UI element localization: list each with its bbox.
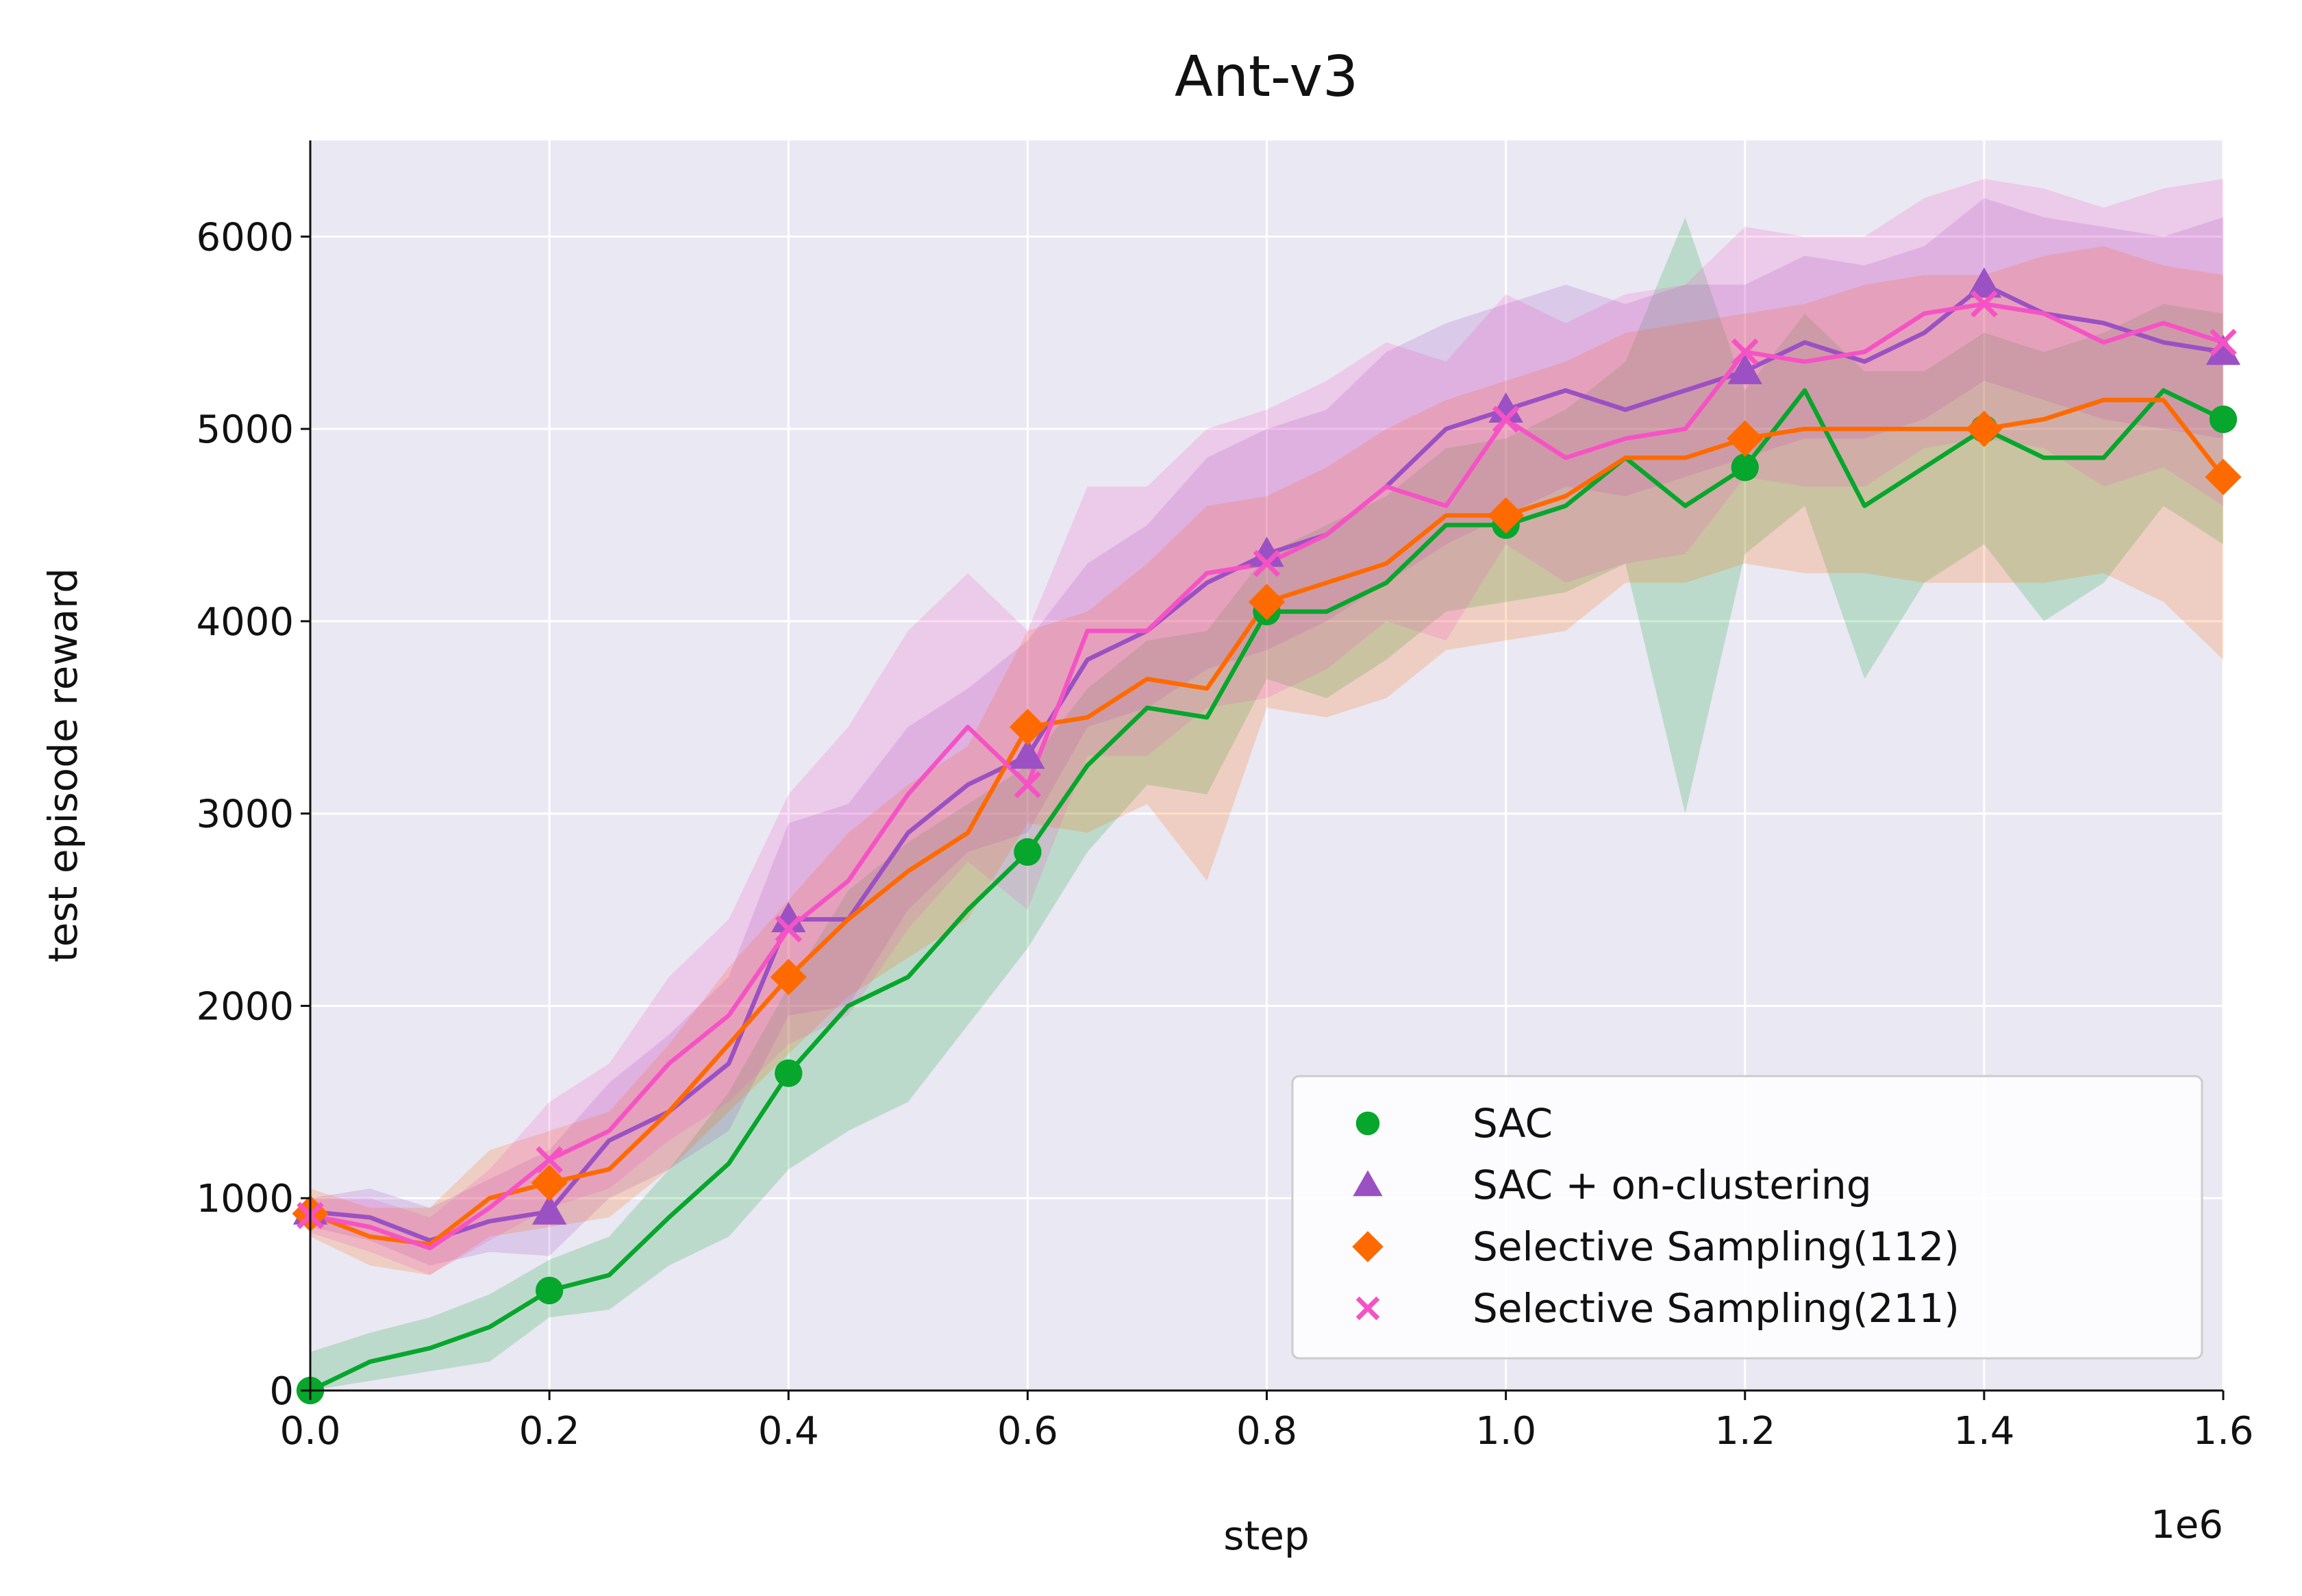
data-point-2 xyxy=(1966,410,2003,447)
x-tick-label: 0.8 xyxy=(1236,1409,1297,1454)
x-tick-label: 1.4 xyxy=(1953,1409,2014,1454)
chart-title: Ant-v3 xyxy=(1175,45,1358,110)
data-point-2 xyxy=(1488,497,1525,534)
data-point-1 xyxy=(1488,392,1523,423)
legend-marker-2 xyxy=(1352,1231,1384,1262)
data-point-0 xyxy=(1731,453,1759,482)
legend: SAC SAC + on-clustering Selective Sampling… xyxy=(1291,1075,2203,1360)
data-point-3 xyxy=(1731,338,1759,366)
data-point-1 xyxy=(771,901,806,933)
data-point-2 xyxy=(531,1164,568,1201)
data-point-1 xyxy=(1010,738,1045,769)
data-point-2 xyxy=(1727,420,1764,457)
x-tick-label: 1.6 xyxy=(2192,1409,2253,1454)
data-point-0 xyxy=(2209,405,2238,434)
data-point-3 xyxy=(775,915,803,943)
data-point-3 xyxy=(1971,290,1998,318)
legend-marker-3 xyxy=(1355,1296,1380,1321)
data-point-0 xyxy=(775,1059,803,1087)
legend-label: Selective Sampling(211) xyxy=(1473,1285,1960,1332)
legend-marker-1 xyxy=(1353,1170,1383,1197)
data-point-2 xyxy=(770,958,807,995)
band-1 xyxy=(310,198,2223,1266)
data-point-3 xyxy=(1014,771,1042,799)
data-point-2 xyxy=(1248,584,1286,621)
data-point-1 xyxy=(1249,536,1284,567)
x-offset-label: 1e6 xyxy=(2151,1503,2223,1547)
legend-marker-0 xyxy=(1355,1111,1380,1136)
y-tick-label: 4000 xyxy=(196,600,294,645)
data-point-1 xyxy=(1966,267,2002,298)
x-axis-label: step xyxy=(1223,1512,1309,1559)
y-tick-label: 3000 xyxy=(196,793,294,837)
y-axis-label: test episode reward xyxy=(40,568,86,962)
data-point-1 xyxy=(2205,334,2241,365)
x-ticks: 0.0 0.2 0.4 0.6 0.8 1.0 1.2 1.4 1.6 xyxy=(279,1391,2254,1454)
legend-label: SAC + on-clustering xyxy=(1473,1162,1872,1208)
legend-box xyxy=(1291,1075,2203,1360)
data-point-2 xyxy=(2205,458,2242,495)
data-point-2 xyxy=(1009,708,1046,745)
data-point-3 xyxy=(1492,406,1520,433)
data-point-0 xyxy=(535,1276,564,1305)
data-point-0 xyxy=(1014,838,1042,866)
data-point-1 xyxy=(1727,353,1762,384)
band-2 xyxy=(310,246,2223,1275)
data-point-3 xyxy=(2210,328,2237,356)
y-tick-label: 5000 xyxy=(196,408,294,452)
y-tick-label: 0 xyxy=(269,1369,294,1414)
y-ticks: 0 1000 2000 3000 4000 5000 6000 xyxy=(196,215,310,1414)
y-tick-label: 6000 xyxy=(196,215,294,260)
y-tick-label: 2000 xyxy=(196,984,294,1029)
x-tick-label: 0.6 xyxy=(997,1409,1058,1454)
legend-label: SAC xyxy=(1473,1100,1553,1147)
x-tick-label: 1.2 xyxy=(1714,1409,1775,1454)
data-point-3 xyxy=(536,1146,563,1173)
x-tick-label: 0.0 xyxy=(279,1409,340,1454)
x-tick-label: 0.2 xyxy=(519,1409,580,1454)
x-tick-label: 1.0 xyxy=(1475,1409,1536,1454)
data-point-1 xyxy=(531,1194,567,1225)
x-tick-label: 0.4 xyxy=(758,1409,819,1454)
band-0 xyxy=(310,217,2223,1391)
data-point-3 xyxy=(1253,549,1281,577)
y-tick-label: 1000 xyxy=(196,1177,294,1221)
legend-label: Selective Sampling(112) xyxy=(1473,1223,1960,1270)
